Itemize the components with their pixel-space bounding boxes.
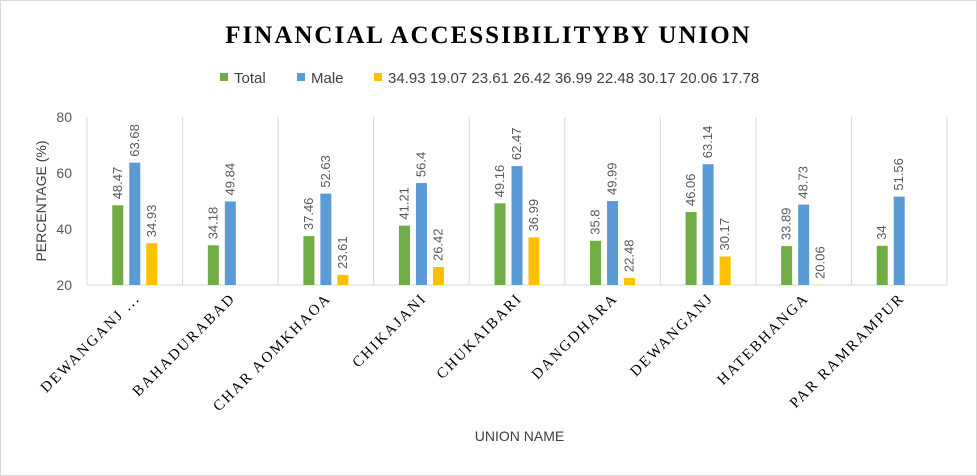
- data-label: 63.68: [127, 124, 142, 157]
- data-label: 34: [874, 225, 889, 239]
- data-label: 20.06: [813, 246, 828, 279]
- data-label: 49.84: [222, 163, 237, 196]
- category-label: CHUKAIBARI: [434, 291, 526, 383]
- data-label: 22.48: [622, 240, 637, 273]
- bar-total: [112, 205, 124, 285]
- bar-male: [893, 196, 905, 285]
- category-label: HATEBHANGA: [715, 291, 813, 389]
- category-label: DEWANGANJ ...: [38, 291, 144, 397]
- bar-female: [337, 274, 349, 285]
- y-tick-label: 80: [56, 109, 72, 125]
- legend-item-total[interactable]: Total: [220, 70, 266, 87]
- data-label: 36.99: [526, 199, 541, 232]
- legend-item-male[interactable]: Male: [297, 70, 344, 87]
- bar-female: [146, 243, 158, 285]
- bar-female: [432, 267, 444, 285]
- data-label: 34.18: [205, 207, 220, 240]
- legend-label-male: Male: [311, 70, 344, 87]
- data-label: 26.42: [430, 228, 445, 261]
- data-label: 33.89: [779, 208, 794, 241]
- legend-label-total: Total: [234, 70, 266, 87]
- data-label: 34.93: [144, 205, 159, 238]
- data-label: 56.4: [413, 152, 428, 177]
- data-label: 46.06: [683, 173, 698, 206]
- data-label: 23.61: [335, 236, 350, 269]
- bar-total: [398, 225, 410, 285]
- y-tick-label: 60: [56, 165, 72, 181]
- category-label: DEWANGANJ: [627, 291, 716, 380]
- bar-male: [511, 166, 523, 285]
- data-label: 48.73: [796, 166, 811, 199]
- legend-label-female: 34.93 19.07 23.61 26.42 36.99 22.48 30.1…: [388, 70, 760, 87]
- bar-total: [494, 203, 506, 285]
- bar-total: [590, 240, 602, 285]
- bar-male: [702, 164, 714, 285]
- y-tick-label: 20: [56, 277, 72, 293]
- bar-male: [607, 201, 619, 285]
- bar-male: [129, 162, 141, 285]
- category-label: DANGDHARA: [529, 291, 621, 383]
- bar-total: [303, 236, 315, 285]
- data-label: 30.17: [717, 218, 732, 251]
- bar-female: [719, 256, 731, 285]
- data-label: 37.46: [301, 198, 316, 231]
- bar-female: [624, 278, 636, 285]
- data-label: 35.8: [588, 209, 603, 234]
- data-label: 49.16: [492, 165, 507, 198]
- category-label: CHIKAJANI: [350, 291, 431, 372]
- bar-male: [415, 183, 427, 285]
- legend: Total Male 34.93 19.07 23.61 26.42 36.99…: [0, 70, 977, 90]
- legend-swatch-male: [297, 73, 305, 81]
- y-tick-label: 40: [56, 221, 72, 237]
- bar-male: [320, 193, 332, 285]
- data-label: 49.99: [605, 162, 620, 195]
- bar-male: [224, 201, 236, 285]
- data-label: 41.21: [396, 187, 411, 220]
- legend-swatch-female: [374, 73, 382, 81]
- data-label: 62.47: [509, 128, 524, 161]
- y-axis-title: PERCENTAGE (%): [33, 140, 49, 261]
- category-label: BAHADURABAD: [130, 291, 239, 400]
- data-label: 52.63: [318, 155, 333, 188]
- data-label: 48.47: [110, 167, 125, 200]
- bar-total: [876, 245, 888, 285]
- legend-swatch-total: [220, 73, 228, 81]
- data-label: 51.56: [891, 158, 906, 191]
- data-label: 63.14: [700, 126, 715, 159]
- bar-total: [207, 245, 219, 285]
- chart-title: FINANCIAL ACCESSIBILITYBY UNION: [225, 22, 752, 49]
- bar-male: [798, 204, 810, 285]
- bar-total: [781, 246, 793, 285]
- bar-female: [528, 237, 540, 285]
- bar-total: [685, 212, 697, 285]
- x-axis-title: UNION NAME: [474, 428, 565, 444]
- legend-item-female[interactable]: 34.93 19.07 23.61 26.42 36.99 22.48 30.1…: [374, 70, 759, 87]
